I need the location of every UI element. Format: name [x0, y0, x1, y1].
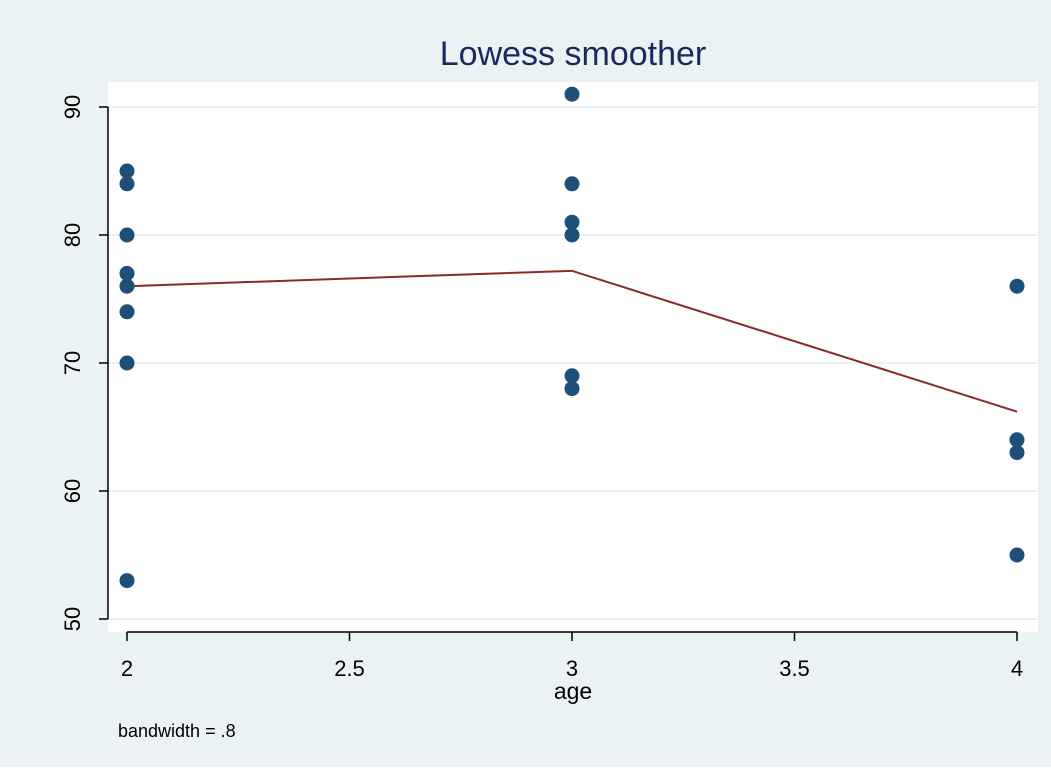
data-point [119, 265, 135, 281]
x-tick-label: 3.5 [779, 656, 810, 681]
y-tick-label: 60 [60, 479, 85, 503]
y-tick-label: 90 [60, 95, 85, 119]
x-tick-label: 2.5 [334, 656, 365, 681]
bandwidth-note: bandwidth = .8 [118, 721, 236, 741]
data-point [119, 163, 135, 179]
data-point [564, 214, 580, 230]
x-tick-label: 2 [121, 656, 133, 681]
data-point [564, 381, 580, 397]
x-tick-label: 3 [566, 656, 578, 681]
data-point [119, 355, 135, 371]
y-tick-label: 70 [60, 351, 85, 375]
chart-title: Lowess smoother [440, 35, 706, 73]
data-point [1009, 445, 1025, 461]
x-tick-label: 4 [1011, 656, 1023, 681]
x-axis-label: age [554, 678, 592, 704]
data-point [119, 573, 135, 589]
data-point [564, 86, 580, 102]
data-point [1009, 432, 1025, 448]
scatter-points [119, 86, 1025, 589]
data-point [1009, 278, 1025, 294]
data-point [1009, 547, 1025, 563]
data-point [119, 278, 135, 294]
plot-area [108, 82, 1038, 632]
lowess-line-group [126, 269, 1018, 413]
data-point [119, 176, 135, 192]
y-tick-label: 50 [60, 607, 85, 631]
lowess-line [126, 269, 1018, 413]
data-point [564, 227, 580, 243]
data-point [564, 176, 580, 192]
axes: 50 60 70 80 90 2 2.5 3 3.5 4 [60, 95, 1023, 681]
data-point [119, 227, 135, 243]
data-point [119, 304, 135, 320]
data-point [564, 368, 580, 384]
y-tick-label: 80 [60, 223, 85, 247]
